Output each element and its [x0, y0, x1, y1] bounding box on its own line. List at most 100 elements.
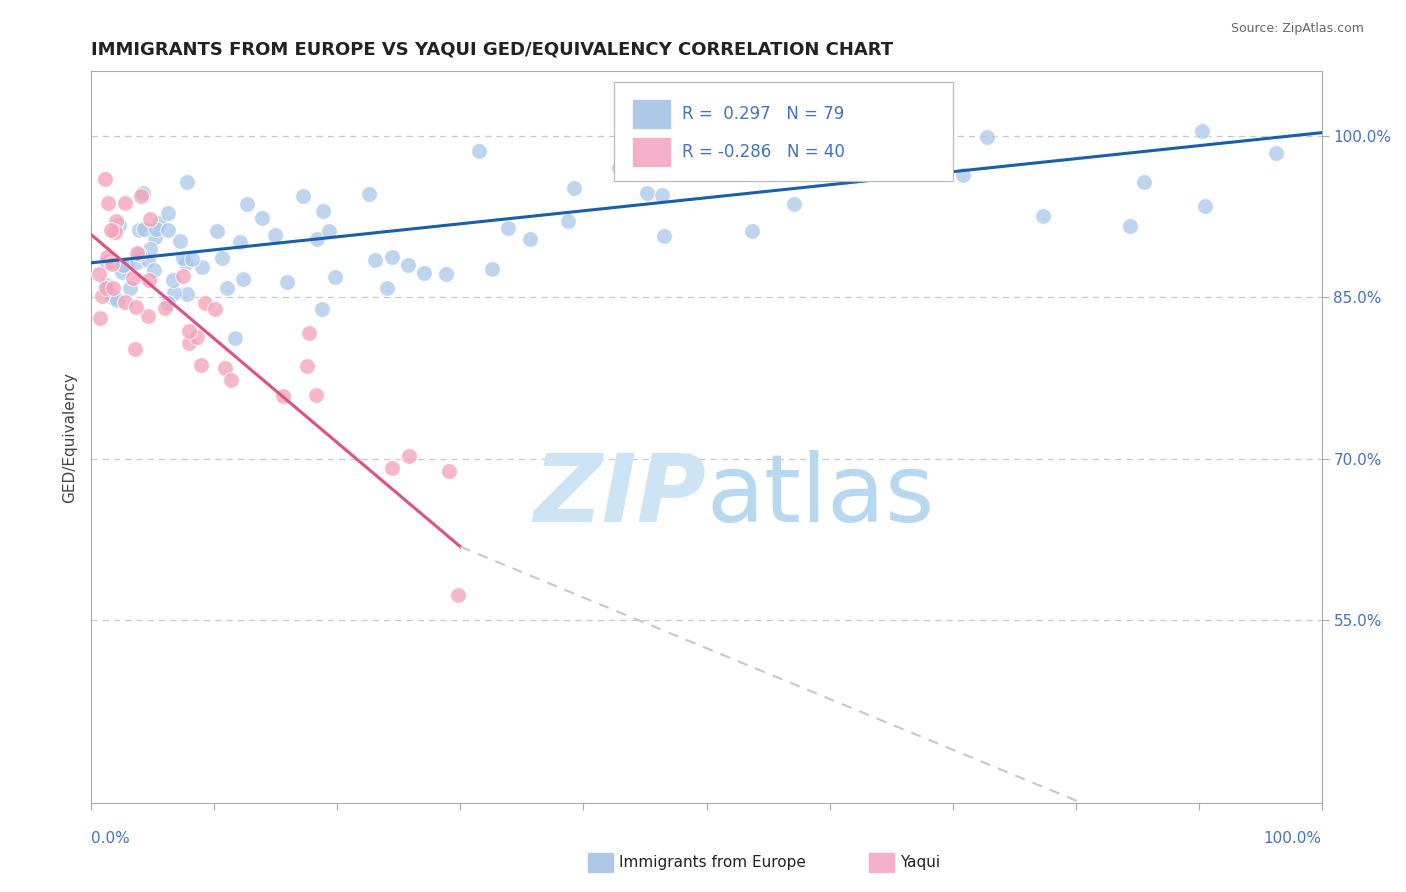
Point: [186, 330, 208, 344]
Point: [318, 224, 340, 238]
Point: [124, 342, 146, 356]
Point: [94, 281, 117, 295]
Text: 100.0%: 100.0%: [1264, 831, 1322, 846]
Point: [148, 216, 170, 230]
Text: IMMIGRANTS FROM EUROPE VS YAQUI GED/EQUIVALENCY CORRELATION CHART: IMMIGRANTS FROM EUROPE VS YAQUI GED/EQUI…: [91, 40, 894, 58]
Point: [145, 221, 167, 235]
Point: [276, 275, 298, 289]
Point: [250, 211, 273, 225]
Point: [1265, 146, 1288, 161]
Point: [323, 269, 346, 284]
Point: [434, 267, 457, 281]
Point: [412, 266, 434, 280]
Point: [177, 324, 200, 338]
Point: [364, 252, 387, 267]
Point: [264, 227, 287, 242]
Point: [100, 223, 122, 237]
Point: [143, 262, 166, 277]
Point: [114, 294, 136, 309]
FancyBboxPatch shape: [633, 138, 669, 166]
Point: [172, 268, 194, 283]
Point: [929, 115, 952, 129]
Point: [89, 311, 111, 326]
Text: Yaqui: Yaqui: [900, 855, 941, 870]
Text: Immigrants from Europe: Immigrants from Europe: [619, 855, 806, 870]
Point: [437, 464, 460, 478]
Point: [108, 218, 131, 232]
Point: [312, 204, 335, 219]
Point: [297, 359, 319, 373]
Point: [122, 271, 145, 285]
Point: [104, 225, 127, 239]
Point: [194, 296, 217, 310]
Point: [105, 293, 128, 307]
Point: [114, 195, 136, 210]
Point: [132, 186, 155, 201]
Point: [215, 281, 238, 295]
Point: [190, 358, 212, 372]
Point: [396, 258, 419, 272]
Point: [90, 289, 112, 303]
Point: [636, 186, 658, 201]
Point: [156, 206, 179, 220]
Point: [128, 247, 150, 261]
Point: [381, 461, 404, 475]
Point: [224, 331, 246, 345]
Y-axis label: GED/Equivalency: GED/Equivalency: [62, 372, 77, 502]
Point: [157, 296, 180, 310]
Point: [128, 222, 150, 236]
Text: R = -0.286   N = 40: R = -0.286 N = 40: [682, 143, 845, 161]
Point: [111, 265, 134, 279]
Point: [191, 260, 214, 275]
Point: [1191, 124, 1213, 138]
Point: [741, 225, 763, 239]
Text: 0.0%: 0.0%: [91, 831, 131, 846]
Point: [952, 168, 974, 182]
Point: [271, 389, 294, 403]
Point: [652, 229, 675, 244]
Point: [87, 267, 110, 281]
Point: [446, 588, 468, 602]
Point: [232, 272, 254, 286]
Point: [162, 273, 184, 287]
Point: [176, 287, 198, 301]
Point: [783, 197, 806, 211]
Point: [1132, 175, 1154, 189]
Text: atlas: atlas: [706, 450, 935, 541]
Point: [357, 187, 380, 202]
FancyBboxPatch shape: [633, 100, 669, 128]
Point: [155, 301, 177, 315]
Point: [94, 278, 117, 293]
Point: [307, 232, 329, 246]
Point: [100, 290, 122, 304]
Point: [557, 214, 579, 228]
Point: [138, 273, 160, 287]
Point: [97, 195, 120, 210]
Point: [229, 235, 252, 249]
Point: [311, 301, 333, 316]
Point: [211, 251, 233, 265]
Point: [138, 310, 160, 324]
Text: R =  0.297   N = 79: R = 0.297 N = 79: [682, 104, 844, 123]
Point: [221, 373, 243, 387]
Point: [1032, 209, 1054, 223]
Text: ZIP: ZIP: [534, 450, 706, 541]
Point: [157, 223, 180, 237]
Point: [129, 189, 152, 203]
Point: [125, 300, 148, 314]
Point: [101, 280, 124, 294]
Point: [177, 336, 200, 351]
Point: [481, 262, 503, 277]
Point: [163, 285, 186, 300]
Point: [169, 234, 191, 248]
Point: [176, 176, 198, 190]
Point: [562, 181, 585, 195]
Point: [214, 361, 236, 376]
Point: [96, 254, 118, 268]
Point: [1119, 219, 1142, 233]
Point: [291, 189, 314, 203]
Point: [398, 449, 420, 463]
Point: [138, 252, 160, 267]
Point: [176, 256, 198, 270]
Point: [900, 163, 922, 178]
